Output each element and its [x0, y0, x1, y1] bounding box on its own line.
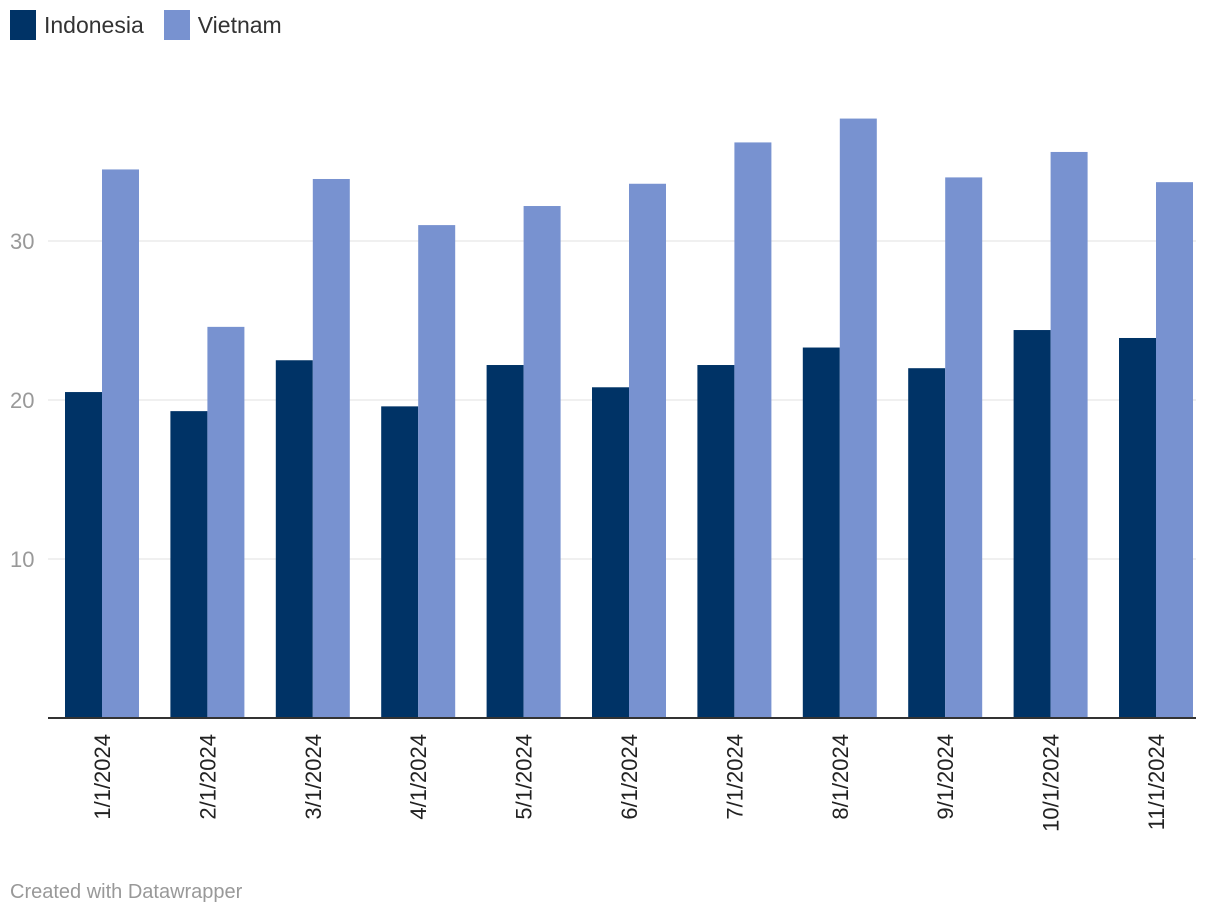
bar-vietnam-4	[418, 225, 456, 718]
legend-swatch-vietnam	[163, 10, 190, 40]
x-tick-label-6: 6/1/2024	[617, 734, 642, 820]
x-tick-label-1: 1/1/2024	[90, 734, 115, 820]
bar-indonesia-9	[908, 368, 946, 718]
x-tick-label-7: 7/1/2024	[722, 734, 747, 820]
bar-indonesia-1	[65, 392, 102, 718]
y-tick-label-10: 10	[10, 547, 34, 572]
x-tick-label-11: 11/1/2024	[1144, 734, 1169, 830]
bar-indonesia-10	[1013, 330, 1051, 718]
legend-label-indonesia: Indonesia	[44, 11, 144, 38]
x-tick-label-5: 5/1/2024	[512, 734, 537, 820]
legend-swatch-indonesia	[10, 10, 36, 40]
legend-item-indonesia: Indonesia	[10, 10, 144, 40]
bar-indonesia-4	[381, 406, 419, 718]
bar-indonesia-2	[170, 411, 208, 718]
bar-vietnam-7	[734, 142, 772, 719]
bar-indonesia-6	[592, 387, 629, 718]
bar-indonesia-11	[1119, 337, 1156, 718]
y-tick-label-30: 30	[10, 229, 34, 254]
bar-vietnam-6	[629, 183, 666, 718]
bar-vietnam-5	[523, 206, 561, 718]
x-tick-label-9: 9/1/2024	[933, 734, 958, 820]
y-tick-label-20: 20	[10, 388, 34, 413]
legend: Indonesia Vietnam	[10, 10, 282, 40]
bar-indonesia-7	[697, 365, 735, 718]
x-tick-label-8: 8/1/2024	[828, 734, 853, 820]
bar-vietnam-10	[1050, 151, 1088, 718]
bar-indonesia-5	[486, 365, 524, 718]
x-tick-label-2: 2/1/2024	[195, 734, 220, 820]
legend-label-vietnam: Vietnam	[197, 11, 282, 38]
bar-vietnam-11	[1156, 182, 1193, 719]
x-tick-label-3: 3/1/2024	[301, 734, 326, 820]
bar-indonesia-3	[275, 360, 313, 718]
x-tick-label-4: 4/1/2024	[406, 734, 431, 820]
bar-vietnam-8	[839, 118, 877, 718]
bar-indonesia-8	[802, 347, 840, 718]
bar-vietnam-3	[312, 178, 350, 719]
bar-vietnam-1	[102, 169, 139, 718]
legend-item-vietnam: Vietnam	[163, 10, 282, 40]
x-tick-label-10: 10/1/2024	[1039, 734, 1064, 832]
credit-text: Created with Datawrapper	[10, 881, 243, 903]
bar-vietnam-9	[945, 177, 983, 718]
bar-vietnam-2	[207, 326, 245, 718]
